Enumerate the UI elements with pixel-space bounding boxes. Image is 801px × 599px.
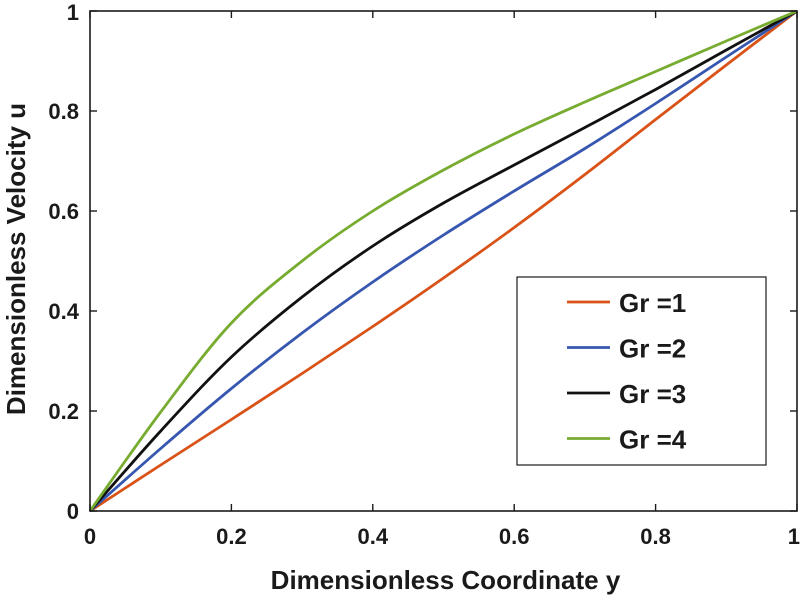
legend-label-gr-4: Gr =4 <box>619 425 687 455</box>
series-line-gr-1 <box>89 9 798 513</box>
legend-label-gr-2: Gr =2 <box>619 334 686 364</box>
series-line-gr-3 <box>88 9 798 512</box>
series-line-gr-2 <box>89 9 798 513</box>
x-tick-label: 1 <box>788 524 800 549</box>
axis-ticks: 0 0.2 0.4 0.6 0.8 1 0 0.2 0.4 0.6 0.8 1 <box>48 0 800 549</box>
legend-label-gr-1: Gr =1 <box>619 288 686 318</box>
y-tick-label: 0 <box>67 499 79 524</box>
plot-frame <box>89 10 798 512</box>
legend-box <box>516 276 767 466</box>
series-line-gr-4 <box>88 9 798 512</box>
x-tick-label: 0.8 <box>640 524 671 549</box>
x-tick-label: 0 <box>84 524 96 549</box>
x-tick-label: 0.2 <box>216 524 247 549</box>
y-axis-title: Dimensionless Velocity u <box>1 103 31 415</box>
y-tick-label: 0.6 <box>48 199 79 224</box>
series-lines <box>88 9 798 513</box>
x-tick-label: 0.6 <box>499 524 530 549</box>
y-tick-label: 1 <box>67 0 79 25</box>
y-tick-label: 0.2 <box>48 399 79 424</box>
x-axis-title: Dimensionless Coordinate y <box>271 565 621 595</box>
y-tick-label: 0.8 <box>48 99 79 124</box>
legend: Gr =1 Gr =2 Gr =3 Gr =4 <box>516 276 767 466</box>
legend-label-gr-3: Gr =3 <box>619 379 686 409</box>
x-tick-label: 0.4 <box>358 524 389 549</box>
y-tick-label: 0.4 <box>48 299 79 324</box>
